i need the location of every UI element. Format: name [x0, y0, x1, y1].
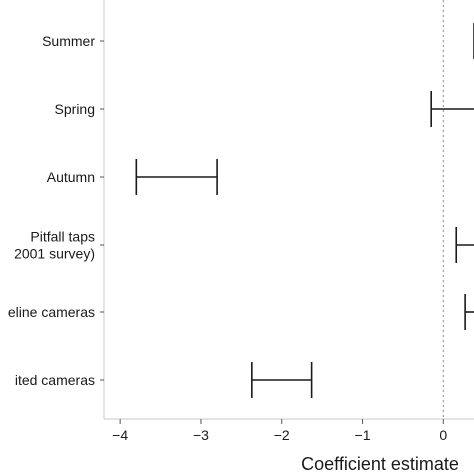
x-tick-label: −4	[112, 427, 128, 443]
error-bars	[135, 23, 474, 398]
y-tick-label: eline cameras	[8, 304, 95, 320]
y-tick-label: 2001 survey)	[14, 246, 95, 262]
y-tick-label: ited cameras	[15, 372, 95, 388]
y-tick-label: Summer	[42, 33, 95, 49]
error-bar	[135, 159, 218, 195]
y-tick-label: Spring	[55, 101, 95, 117]
y-tick-label: Pitfall taps	[30, 229, 95, 245]
error-bar	[430, 91, 474, 127]
x-tick-label: −2	[274, 427, 290, 443]
y-tick-label: Autumn	[47, 169, 95, 185]
x-axis-label: Coefficient estimate	[301, 454, 459, 474]
error-bar	[464, 294, 474, 330]
error-bar	[251, 362, 313, 398]
x-axis: −4 −3 −2 −1 0	[104, 418, 474, 443]
x-tick-label: −1	[355, 427, 371, 443]
x-tick-label: −3	[193, 427, 209, 443]
error-bar	[455, 227, 474, 263]
x-tick-label: 0	[439, 427, 447, 443]
